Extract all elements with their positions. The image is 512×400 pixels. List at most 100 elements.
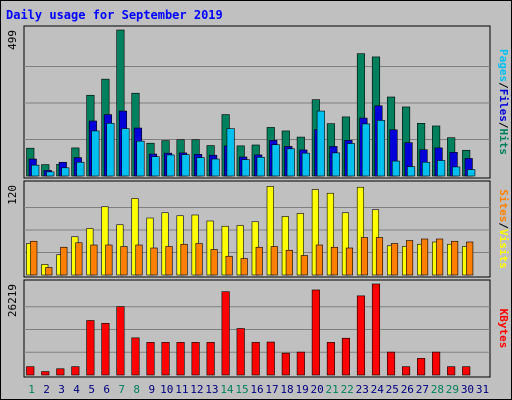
bar-sites-day-2 [45,267,53,276]
bar-kbytes-day-21 [326,342,335,376]
bar-sites-day-10 [165,246,173,276]
bar-kbytes-day-19 [296,351,305,376]
bar-sites-day-4 [75,242,83,276]
day-label-22: 22 [341,383,354,396]
bar-kbytes-day-9 [146,342,155,376]
legend-item: / [497,222,510,229]
bar-sites-day-21 [330,246,338,276]
bar-kbytes-day-30 [462,366,471,376]
bar-sites-day-6 [105,244,113,276]
day-label-28: 28 [431,383,444,396]
bar-visits-day-8 [131,198,139,276]
bar-sites-day-7 [120,246,128,276]
bar-sites-day-25 [390,243,399,276]
panel-frame [23,279,491,378]
bar-visits-day-9 [146,217,154,276]
bar-sites-day-23 [360,237,369,276]
bar-pages-day-9 [151,156,160,177]
bar-visits-day-22 [341,212,349,276]
bar-kbytes-day-27 [417,358,426,376]
bar-kbytes-day-23 [356,295,366,376]
bar-pages-day-7 [121,128,130,177]
bar-kbytes-day-7 [116,306,125,376]
day-label-30: 30 [461,383,474,396]
bar-kbytes-day-16 [251,342,260,376]
panel-frame [23,25,491,179]
bar-kbytes-day-1 [26,366,35,376]
panel-frame [23,180,491,278]
bar-visits-day-20 [311,189,319,276]
chart-title: Daily usage for September 2019 [6,8,223,22]
legend-item: Hits [497,129,510,156]
bar-pages-day-28 [437,160,446,177]
legend-item: Pages [497,49,510,82]
day-label-1: 1 [28,383,35,396]
bar-pages-day-29 [452,166,461,177]
bar-sites-day-1 [30,240,38,276]
bar-visits-day-19 [296,213,304,276]
bar-sites-day-15 [240,258,248,276]
bar-sites-day-20 [315,244,323,276]
legend-item: / [497,82,510,89]
bar-kbytes-day-8 [131,337,140,376]
legend-top: Pages/Files/Hits [497,49,510,155]
day-label-3: 3 [58,383,65,396]
bar-sites-day-14 [225,255,233,276]
y-axis-max-label: 499 [6,30,19,50]
bar-pages-day-27 [422,161,431,177]
bar-pages-day-17 [271,144,280,177]
day-label-23: 23 [356,383,369,396]
bar-pages-day-18 [286,148,295,177]
y-axis-max-label: 26219 [6,284,19,317]
bar-kbytes-day-17 [266,341,275,376]
bar-pages-day-16 [256,156,265,177]
bar-visits-day-23 [356,186,365,276]
bar-kbytes-day-22 [341,337,350,376]
day-label-29: 29 [446,383,459,396]
bar-sites-day-18 [285,249,293,276]
bar-pages-day-15 [241,159,250,177]
legend-bottom: KBytes [497,309,510,349]
x-axis-day-labels: 1 2 3 4 5 6 7 8 9 10 11 12 13 14 15 16 17 18 19 20 21 22 23 24 2… [28,383,489,396]
bar-pages-day-11 [181,154,190,177]
day-label-10: 10 [160,383,173,396]
legend-item: / [497,122,510,129]
day-label-17: 17 [265,383,278,396]
bar-sites-day-29 [451,240,459,276]
bar-pages-day-13 [211,158,220,177]
bar-sites-day-17 [270,246,278,276]
bar-sites-day-5 [90,244,98,276]
bar-kbytes-day-2 [41,371,50,376]
bar-kbytes-day-5 [86,320,95,376]
bar-kbytes-day-25 [386,351,396,376]
bar-sites-day-26 [406,240,414,276]
day-label-5: 5 [88,383,95,396]
day-label-18: 18 [280,383,293,396]
bar-sites-day-13 [210,249,218,276]
bar-visits-day-10 [161,212,169,276]
day-label-15: 15 [235,383,248,396]
day-label-2: 2 [43,383,50,396]
bar-kbytes-day-28 [432,351,441,376]
bar-pages-day-2 [46,171,55,177]
bar-kbytes-day-29 [447,366,456,376]
day-label-31: 31 [476,383,489,396]
bar-kbytes-day-24 [371,283,381,376]
bar-sites-day-19 [300,255,308,276]
day-label-12: 12 [190,383,203,396]
day-label-16: 16 [250,383,263,396]
day-label-13: 13 [205,383,218,396]
bar-sites-day-27 [421,238,429,276]
legend-item: Sites [497,189,510,222]
bar-kbytes-day-6 [101,322,110,376]
day-label-6: 6 [103,383,110,396]
bar-sites-day-28 [436,238,444,276]
bar-sites-day-12 [195,243,203,276]
legend-item: Files [497,89,510,122]
bar-sites-day-3 [60,246,68,276]
day-label-21: 21 [326,383,339,396]
